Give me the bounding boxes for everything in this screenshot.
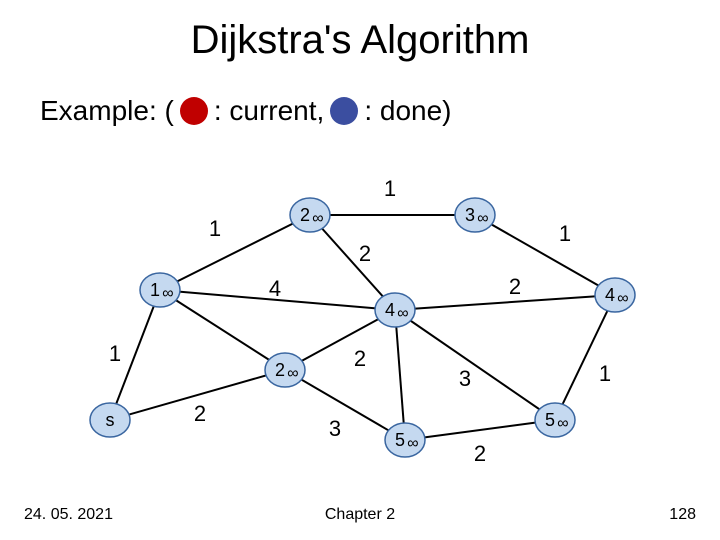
svg-text:∞: ∞ [312,210,323,227]
svg-text:4: 4 [605,285,615,305]
svg-text:1: 1 [109,341,121,366]
svg-text:3: 3 [329,416,341,441]
svg-text:1: 1 [559,221,571,246]
svg-text:∞: ∞ [557,415,568,432]
svg-text:∞: ∞ [407,435,418,452]
svg-text:4: 4 [269,276,281,301]
svg-text:s: s [106,410,115,430]
svg-text:2: 2 [509,274,521,299]
svg-text:2: 2 [359,241,371,266]
svg-text:2: 2 [194,401,206,426]
svg-text:∞: ∞ [617,290,628,307]
svg-text:2: 2 [474,441,486,466]
svg-text:2: 2 [300,205,310,225]
svg-text:3: 3 [459,366,471,391]
svg-text:1: 1 [209,216,221,241]
footer-page: 128 [669,506,696,524]
svg-text:∞: ∞ [477,210,488,227]
svg-text:1: 1 [599,361,611,386]
svg-text:1: 1 [150,280,160,300]
svg-text:1: 1 [384,176,396,201]
svg-text:2: 2 [275,360,285,380]
svg-text:4: 4 [385,300,395,320]
svg-text:5: 5 [545,410,555,430]
svg-text:3: 3 [465,205,475,225]
svg-text:5: 5 [395,430,405,450]
svg-text:∞: ∞ [397,305,408,322]
svg-text:∞: ∞ [287,365,298,382]
footer-chapter: Chapter 2 [0,506,720,524]
svg-text:∞: ∞ [162,285,173,302]
graph-diagram: 11124212233212∞3∞1∞4∞4∞2∞5∞5∞s [0,0,720,540]
svg-text:2: 2 [354,346,366,371]
